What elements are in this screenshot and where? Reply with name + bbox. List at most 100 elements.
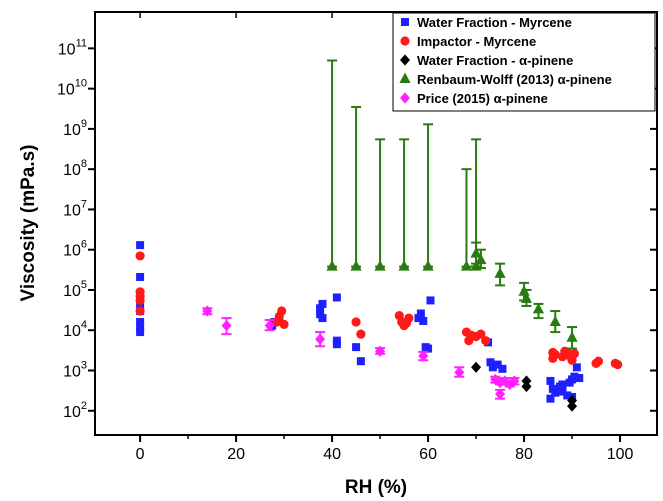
y-tick-label-base: 10 <box>63 283 81 300</box>
water-fraction-pinene-series <box>471 361 578 412</box>
legend-box <box>392 12 656 112</box>
water-fraction-myrcene-point <box>318 299 327 308</box>
renbaum-wolff-2013-pinene-point <box>470 247 482 258</box>
water-fraction-pinene-point <box>521 380 532 393</box>
legend-label: Price (2015) α-pinene <box>417 91 548 106</box>
y-tick-label-base: 10 <box>63 162 81 179</box>
y-tick-label-base: 10 <box>58 41 76 58</box>
water-fraction-myrcene-point <box>352 343 361 352</box>
y-axis-label: Viscosity (mPa.s) <box>18 144 39 301</box>
water-fraction-myrcene-point <box>546 394 555 403</box>
water-fraction-myrcene-point <box>546 376 555 385</box>
price-2015-pinene-point <box>375 345 386 357</box>
axes: 0 20 40 60 80 1001021031041051061071081091010… <box>57 11 658 463</box>
y-tick-label-exponent: 10 <box>75 78 87 90</box>
renbaum-wolff-2013-pinene-series <box>326 59 578 350</box>
water-fraction-myrcene-point <box>570 372 579 381</box>
renbaum-wolff-2013-pinene-point <box>422 260 434 271</box>
water-fraction-myrcene-point <box>332 293 341 302</box>
renbaum-wolff-2013-pinene-point <box>494 267 506 278</box>
legend-marker <box>401 18 409 26</box>
x-tick-label: 100 <box>607 446 634 463</box>
y-tick-label-base: 10 <box>57 82 75 99</box>
price-2015-pinene-point <box>509 375 520 387</box>
x-tick-label: 80 <box>515 446 533 463</box>
y-tick-label-exponent: 3 <box>81 359 87 371</box>
water-fraction-myrcene-point <box>136 272 145 281</box>
y-tick-label-base: 10 <box>63 323 81 340</box>
y-tick-label: 108 <box>63 158 87 179</box>
renbaum-wolff-2013-pinene-point <box>350 260 362 271</box>
impactor-myrcene-point <box>481 336 491 346</box>
renbaum-wolff-2013-pinene-point <box>475 253 487 265</box>
plot-frame <box>94 11 658 436</box>
x-tick-label: 0 <box>136 446 145 463</box>
water-fraction-myrcene-point <box>419 316 428 325</box>
legend-marker <box>400 36 410 46</box>
y-tick-label-exponent: 11 <box>76 37 87 49</box>
water-fraction-myrcene-point <box>558 387 567 396</box>
price-2015-pinene-point <box>221 320 232 332</box>
impactor-myrcene-point <box>593 356 604 366</box>
price-2015-pinene-point <box>499 375 510 387</box>
water-fraction-myrcene-point <box>493 360 502 369</box>
legend-marker <box>400 92 410 104</box>
water-fraction-pinene-point <box>471 361 482 373</box>
legend-label: Renbaum-Wolff (2013) α-pinene <box>417 72 612 87</box>
water-fraction-myrcene-point <box>551 388 560 397</box>
y-tick-label-exponent: 9 <box>81 118 87 130</box>
water-fraction-myrcene-point <box>414 314 423 323</box>
plot-area <box>135 59 623 412</box>
y-tick-label-base: 10 <box>63 243 81 260</box>
water-fraction-myrcene-point <box>356 357 365 366</box>
price-2015-pinene-point <box>418 350 429 362</box>
impactor-myrcene-series <box>135 251 623 370</box>
water-fraction-myrcene-point <box>498 364 507 373</box>
impactor-myrcene-point <box>569 349 580 359</box>
x-tick-label: 20 <box>227 446 245 463</box>
water-fraction-myrcene-point <box>136 318 145 327</box>
renbaum-wolff-2013-pinene-point <box>326 260 338 271</box>
y-tick-label-base: 10 <box>63 122 81 139</box>
water-fraction-myrcene-point <box>136 323 145 332</box>
water-fraction-myrcene-point <box>488 363 497 372</box>
water-fraction-myrcene-point <box>424 344 433 353</box>
impactor-myrcene-point <box>613 360 623 370</box>
x-tick-label: 40 <box>323 446 341 463</box>
y-tick-label: 1011 <box>58 37 87 58</box>
impactor-myrcene-point <box>476 329 486 339</box>
y-tick-label: 105 <box>63 279 87 300</box>
impactor-myrcene-point <box>277 306 287 316</box>
y-tick-label: 1010 <box>57 78 87 99</box>
renbaum-wolff-2013-pinene-point <box>549 315 561 327</box>
price-2015-pinene-point <box>315 333 326 345</box>
y-tick-label: 109 <box>63 118 87 139</box>
water-fraction-pinene-point <box>567 400 578 412</box>
impactor-myrcene-point <box>351 317 361 327</box>
impactor-myrcene-point <box>135 251 145 261</box>
y-tick-label-exponent: 4 <box>81 319 87 331</box>
price-2015-pinene-point <box>264 320 275 332</box>
legend-marker <box>399 72 411 83</box>
water-fraction-myrcene-point <box>316 304 325 313</box>
impactor-myrcene-point <box>135 306 145 316</box>
water-fraction-myrcene-point <box>558 380 567 389</box>
price-2015-pinene-series <box>202 305 520 400</box>
water-fraction-myrcene-point <box>575 374 584 383</box>
legend-label: Water Fraction - Myrcene <box>417 15 572 30</box>
y-tick-label-exponent: 7 <box>81 198 87 210</box>
water-fraction-myrcene-point <box>318 314 327 323</box>
renbaum-wolff-2013-pinene-point <box>566 331 578 342</box>
legend-label: Water Fraction - α-pinene <box>417 53 573 68</box>
y-tick-label-exponent: 5 <box>81 279 87 291</box>
y-tick-label-exponent: 2 <box>81 400 87 412</box>
impactor-myrcene-point <box>135 295 145 306</box>
price-2015-pinene-point <box>495 388 506 400</box>
y-tick-label-base: 10 <box>63 202 81 219</box>
y-tick-label: 103 <box>63 359 87 380</box>
price-2015-pinene-point <box>202 305 213 317</box>
y-tick-label: 107 <box>63 198 87 219</box>
water-fraction-myrcene-point <box>136 241 145 250</box>
renbaum-wolff-2013-pinene-point <box>532 302 545 314</box>
